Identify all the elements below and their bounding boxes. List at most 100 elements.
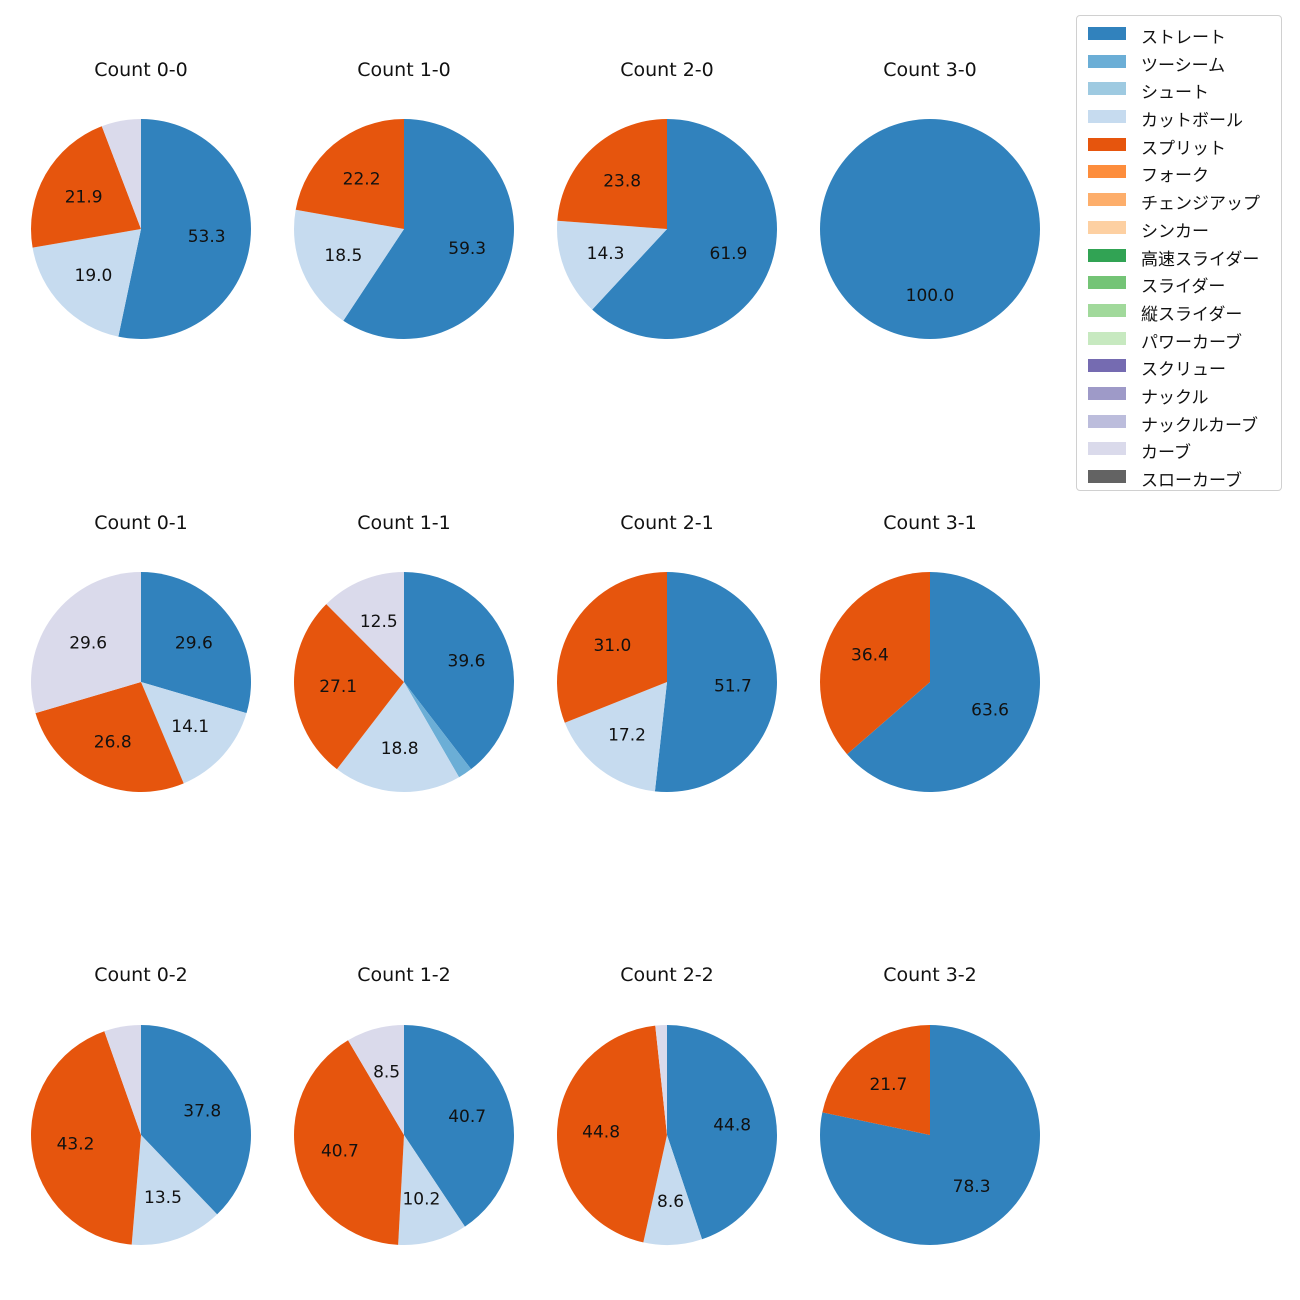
pie-slice	[847, 572, 1040, 792]
slice-label: 12.5	[360, 612, 398, 632]
legend-swatch	[1088, 331, 1126, 345]
legend-item: スローカーブ	[1077, 463, 1281, 491]
slice-label: 10.2	[402, 1190, 440, 1210]
pie-chart: Count 0-2 37.8 13.5 43.2	[31, 964, 251, 1245]
chart-title: Count 1-1	[357, 512, 451, 534]
legend-label: シュート	[1141, 83, 1209, 104]
pie-chart: Count 1-0 59.3 18.5 22.2	[294, 59, 514, 340]
legend-label: ストレート	[1141, 28, 1226, 48]
slice-label: 29.6	[69, 633, 107, 653]
pie-slice	[294, 209, 404, 321]
slice-label: 40.7	[448, 1107, 486, 1127]
legend-item: スプリット	[1077, 131, 1281, 159]
legend-swatch	[1088, 54, 1126, 68]
slice-label: 63.6	[971, 700, 1009, 720]
pie-slice	[118, 118, 252, 339]
legend-swatch	[1088, 470, 1126, 483]
legend-label: カーブ	[1141, 443, 1191, 464]
legend-label: パワーカーブ	[1141, 332, 1242, 353]
pie-slice	[655, 1025, 667, 1135]
pie-slice	[343, 119, 514, 340]
chart-title: Count 2-2	[620, 964, 714, 986]
slice-label: 27.1	[319, 677, 357, 697]
slice-label: 37.8	[183, 1101, 221, 1121]
slice-label: 40.7	[321, 1142, 359, 1162]
slice-label: 13.5	[144, 1188, 182, 1208]
legend-swatch	[1088, 442, 1126, 456]
slice-label: 51.7	[714, 677, 752, 697]
legend-label: スプリット	[1141, 138, 1226, 159]
legend-swatch	[1088, 276, 1126, 290]
legend-label: スライダー	[1141, 277, 1226, 298]
chart-title: Count 1-2	[357, 964, 451, 986]
slice-label: 78.3	[953, 1177, 991, 1197]
chart-title: Count 3-0	[883, 59, 977, 81]
pie-slice	[398, 1135, 465, 1245]
legend-swatch	[1088, 303, 1126, 317]
pie-slice	[35, 682, 184, 792]
pie-slice	[295, 119, 404, 229]
chart-title: Count 3-1	[883, 512, 977, 534]
pie-slice	[564, 682, 667, 792]
legend-swatch	[1088, 414, 1126, 428]
pie-slice	[326, 572, 404, 682]
pie-slice	[819, 572, 930, 755]
pie-chart: Count 0-0 53.3 19.0 21.9	[30, 59, 252, 339]
legend-swatch	[1088, 110, 1126, 124]
pie-slice	[667, 1025, 778, 1240]
slice-label: 44.8	[582, 1122, 620, 1142]
chart-title: Count 0-2	[94, 964, 188, 986]
legend-swatch	[1088, 165, 1126, 179]
legend-item: ツーシーム	[1077, 48, 1281, 76]
legend-item: フォーク	[1077, 158, 1281, 186]
legend-item: カットボール	[1077, 103, 1281, 131]
legend-label: シンカー	[1141, 221, 1209, 242]
legend-item: チェンジアップ	[1077, 186, 1281, 214]
chart-title: Count 0-1	[94, 512, 188, 534]
pie-slice	[404, 1025, 514, 1227]
pie-slice	[820, 119, 1040, 339]
pie-chart: Count 3-0 100.0	[820, 59, 1040, 339]
legend-item: カーブ	[1077, 435, 1281, 463]
pie-slice	[141, 1025, 251, 1215]
pie-slice	[293, 1040, 404, 1245]
slice-label: 100.0	[906, 286, 955, 306]
slice-label: 21.7	[869, 1075, 907, 1095]
slice-label: 39.6	[448, 652, 486, 672]
legend-label: 縦スライダー	[1141, 304, 1243, 325]
legend-item: 縦スライダー	[1077, 297, 1281, 325]
pie-chart: Count 2-2 44.8 8.6 44.8	[557, 964, 778, 1245]
slice-label: 8.6	[657, 1192, 684, 1212]
chart-title: Count 3-2	[883, 964, 977, 986]
pie-chart: Count 1-1 39.6 18.8 27.1 12.5	[293, 512, 514, 792]
legend-swatch	[1088, 193, 1126, 207]
pie-slice	[822, 1025, 930, 1135]
legend-label: 高速スライダー	[1141, 249, 1260, 270]
legend-item: シンカー	[1077, 214, 1281, 242]
pie-chart: Count 0-1 29.6 14.1 26.8 29.6	[30, 512, 252, 792]
chart-title: Count 2-1	[620, 512, 714, 534]
slice-label: 21.9	[65, 187, 103, 207]
slice-label: 18.5	[324, 246, 362, 266]
pie-chart: Count 3-1 63.6 36.4	[819, 512, 1040, 792]
chart-title: Count 2-0	[620, 59, 714, 81]
slice-label: 53.3	[188, 227, 226, 247]
pie-slice	[404, 682, 472, 778]
legend-label: ツーシーム	[1141, 55, 1226, 76]
legend-item: ナックル	[1077, 380, 1281, 408]
pie-slice	[556, 220, 667, 310]
legend-item: ナックルカーブ	[1077, 408, 1281, 436]
pie-slice	[32, 229, 141, 337]
pie-chart: Count 2-1 51.7 17.2 31.0	[556, 512, 778, 793]
pie-slice	[293, 604, 404, 770]
slice-label: 22.2	[343, 169, 381, 189]
pie-slice	[336, 682, 460, 792]
legend-label: チェンジアップ	[1141, 194, 1260, 215]
pie-slice	[131, 1135, 218, 1245]
pie-slice	[556, 572, 667, 723]
pie-slice	[404, 572, 514, 770]
pie-slice	[30, 572, 142, 714]
slice-label: 26.8	[94, 733, 132, 753]
legend-swatch	[1088, 359, 1126, 373]
slice-label: 31.0	[593, 636, 631, 656]
